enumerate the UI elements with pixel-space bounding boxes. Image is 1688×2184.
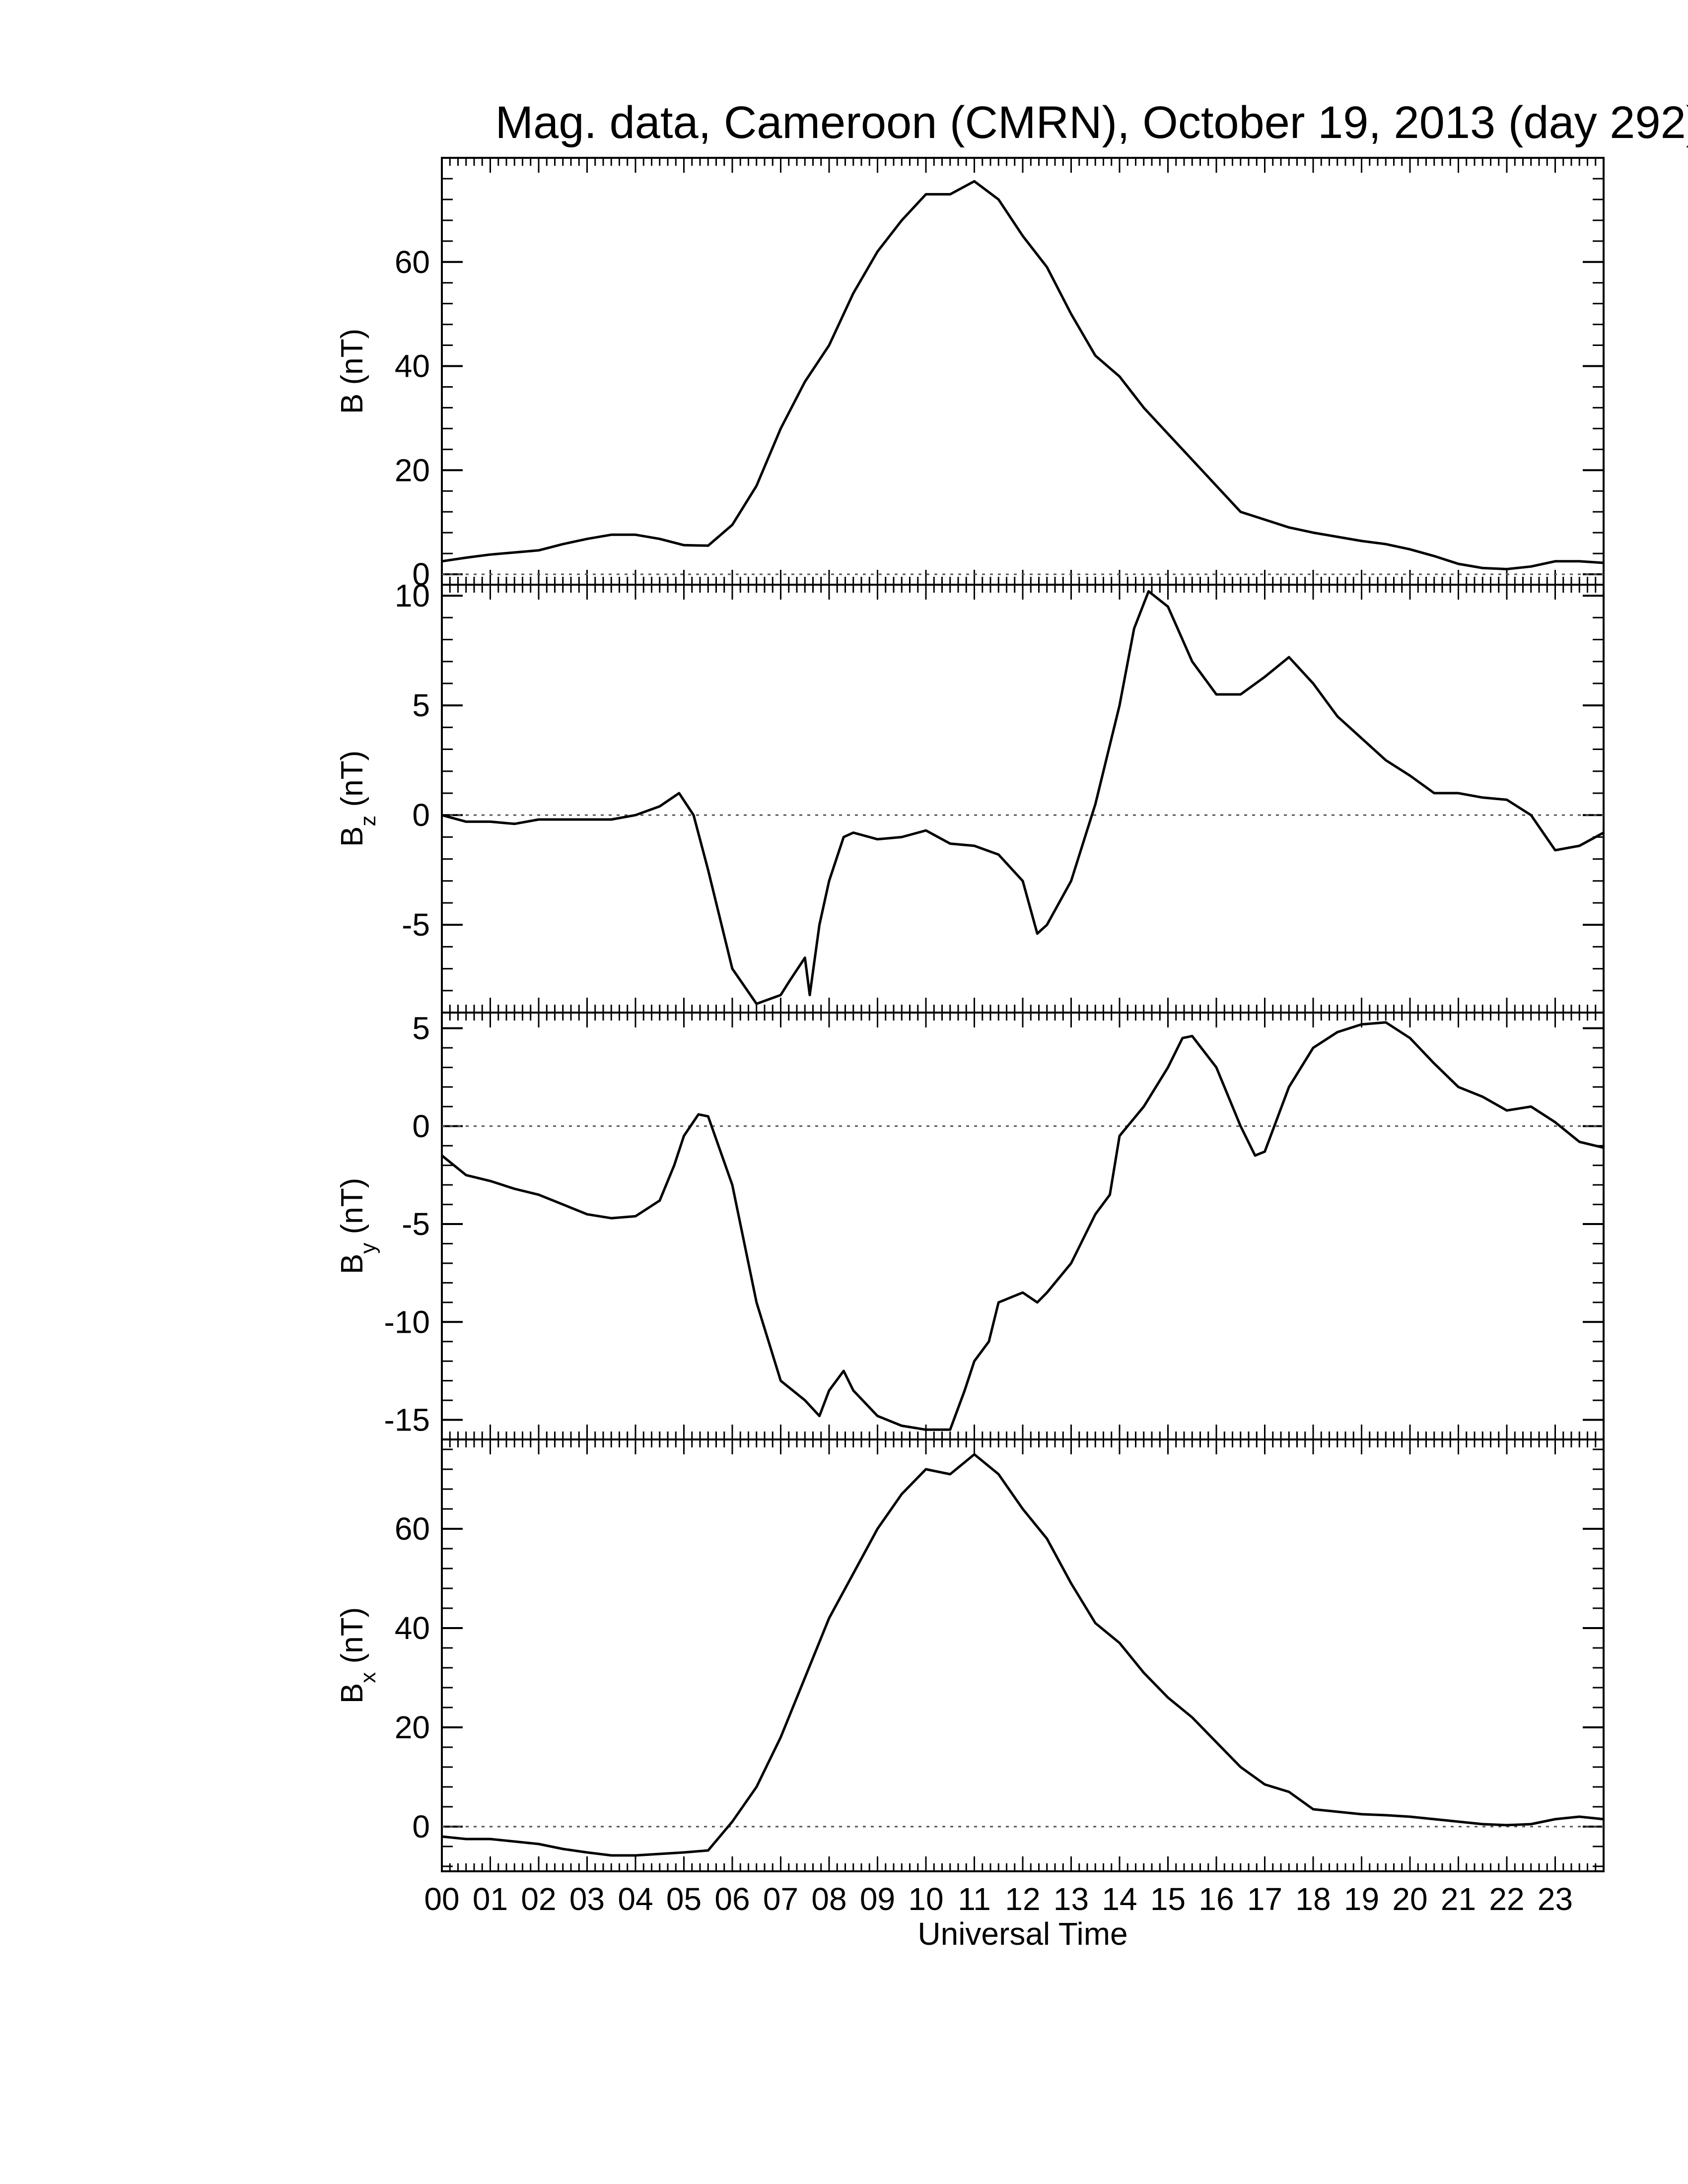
y-tick-label: -5: [402, 1206, 430, 1242]
x-tick-label: 12: [1005, 1881, 1040, 1917]
y-tick-label: 20: [395, 1709, 430, 1745]
x-ticks-bx: [441, 1439, 1605, 1871]
y-label-subscript: z: [356, 816, 380, 826]
y-label-main: B: [335, 826, 369, 847]
y-tick-label: 60: [395, 244, 430, 280]
y-tick-label: 0: [412, 556, 430, 592]
x-tick-label: 22: [1489, 1881, 1524, 1917]
x-tick-labels: 00 01 02 03 04 05 06 07 08 09 10 11 12 13 14 15 16 17 18 19…: [424, 1881, 1573, 1917]
y-tick-label: 60: [395, 1511, 430, 1547]
x-ticks-bz: [441, 585, 1605, 1013]
x-tick-label: 07: [763, 1881, 798, 1917]
y-label-main: B (nT): [335, 329, 369, 414]
x-tick-label: 06: [714, 1881, 750, 1917]
x-tick-label: 01: [473, 1881, 508, 1917]
y-tick-label: 0: [412, 1108, 430, 1144]
y-tick-label: -10: [384, 1304, 430, 1340]
y-axis-label-bx: Bx (nT): [335, 1607, 380, 1704]
panel-b: 0 20 40 60 B (nT): [335, 157, 1605, 592]
x-axis-title: Universal Time: [917, 1916, 1127, 1952]
x-tick-label: 23: [1538, 1881, 1573, 1917]
y-label-unit: (nT): [335, 1178, 369, 1243]
y-minor-ticks-bz: [442, 595, 1604, 1014]
x-tick-label: 16: [1198, 1881, 1234, 1917]
y-axis-label-bz: Bz (nT): [335, 751, 380, 847]
y-tick-label: 20: [395, 452, 430, 488]
x-tick-label: 14: [1102, 1881, 1137, 1917]
panel-bx: 0 20 40 60 Bx (nT): [335, 1438, 1605, 1872]
x-tick-label: 18: [1295, 1881, 1331, 1917]
x-tick-label: 00: [424, 1881, 459, 1917]
series-line-bx: [441, 1453, 1604, 1857]
x-tick-label: 09: [860, 1881, 895, 1917]
x-tick-label: 17: [1247, 1881, 1282, 1917]
y-tick-label: 5: [412, 1011, 430, 1046]
x-tick-label: 02: [521, 1881, 556, 1917]
panel-bz: -5 0 5 10 Bz (nT): [335, 578, 1605, 1014]
plot-frame-bx: [441, 1438, 1605, 1872]
y-axis-label-b: B (nT): [335, 329, 369, 414]
x-tick-label: 08: [811, 1881, 846, 1917]
y-label-main: B: [335, 1683, 369, 1704]
y-label-unit: (nT): [335, 751, 369, 816]
series-line-bz: [441, 590, 1605, 1005]
y-tick-label: 40: [395, 348, 430, 384]
x-tick-label: 20: [1392, 1881, 1427, 1917]
y-minor-ticks-by: [442, 1027, 1604, 1440]
y-tick-label: 10: [395, 578, 430, 614]
y-label-subscript: y: [356, 1243, 380, 1254]
plot-frame-by: [441, 1012, 1605, 1440]
x-tick-label: 05: [666, 1881, 702, 1917]
x-tick-label: 04: [618, 1881, 653, 1917]
y-minor-ticks-bx: [442, 1448, 1604, 1867]
chart-title: Mag. data, Cameroon (CMRN), October 19, …: [495, 97, 1688, 148]
y-label-unit: (nT): [335, 1607, 369, 1672]
panel-by: -15 -10 -5 0 5 By (nT): [335, 1011, 1605, 1440]
x-tick-label: 13: [1054, 1881, 1089, 1917]
y-tick-label: -5: [402, 907, 430, 943]
x-ticks-by: [441, 1013, 1605, 1439]
y-tick-label: -15: [384, 1402, 430, 1438]
y-tick-label: 40: [395, 1610, 430, 1646]
x-tick-label: 11: [958, 1881, 990, 1917]
y-tick-label: 0: [412, 1809, 430, 1844]
y-minor-ticks-b: [442, 157, 1604, 575]
y-tick-label: 5: [412, 687, 430, 723]
y-axis-label-by: By (nT): [335, 1178, 380, 1274]
plot-frame-b: [441, 157, 1605, 586]
series-line-by: [441, 1021, 1604, 1431]
x-tick-label: 21: [1441, 1881, 1476, 1917]
plot-frame-bz: [441, 584, 1605, 1014]
x-tick-label: 15: [1150, 1881, 1186, 1917]
series-line-b: [441, 180, 1604, 570]
y-label-main: B: [335, 1254, 369, 1274]
x-ticks-b: [441, 158, 1605, 585]
x-tick-label: 10: [908, 1881, 943, 1917]
x-tick-label: 19: [1344, 1881, 1379, 1917]
y-tick-label: 0: [412, 797, 430, 833]
x-tick-label: 03: [569, 1881, 605, 1917]
y-label-subscript: x: [356, 1672, 380, 1683]
